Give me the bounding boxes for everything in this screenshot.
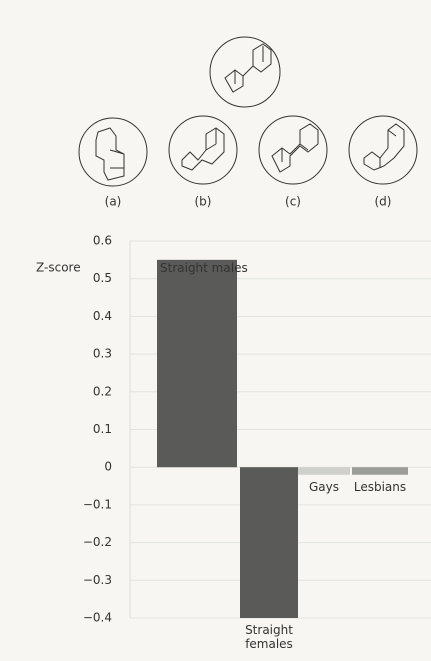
bar — [298, 467, 350, 475]
target-circle — [210, 37, 280, 107]
bar-label: Straight females — [236, 623, 302, 651]
y-tick-label: 0 — [104, 460, 112, 474]
option-label: (d) — [375, 195, 392, 209]
y-tick-label: −0.3 — [83, 573, 112, 587]
cube-shape — [364, 124, 404, 170]
y-tick-label: 0.6 — [93, 234, 112, 248]
y-axis-label: Z-score — [36, 261, 81, 275]
bar-label: Straight males — [160, 261, 248, 275]
y-tick-label: 0.4 — [93, 309, 112, 323]
option-label: (c) — [285, 195, 301, 209]
y-tick-label: 0.2 — [93, 384, 112, 398]
cube-shape — [182, 128, 224, 170]
bar-label: Gays — [294, 480, 354, 494]
option-circle — [79, 118, 147, 186]
option-label: (b) — [195, 195, 212, 209]
y-tick-label: 0.1 — [93, 422, 112, 436]
cube-shape — [96, 128, 124, 180]
figure: Z-score (a) (b) (c) (d) −0.4 −0.3 −0.2 −0.1 0 0.1… — [0, 0, 431, 661]
y-tick-label: 0.3 — [93, 347, 112, 361]
option-label: (a) — [105, 195, 122, 209]
bar — [240, 467, 298, 618]
y-tick-label: −0.1 — [83, 497, 112, 511]
rotation-figures — [79, 37, 417, 186]
page: {"figure": {"labels": ["(a)", "(b)", "(c… — [0, 0, 431, 661]
bar-label: Lesbians — [348, 480, 412, 494]
option-circle — [169, 116, 237, 184]
y-tick-label: 0.5 — [93, 271, 112, 285]
cube-shape — [225, 44, 271, 92]
bar — [352, 467, 408, 475]
y-tick-label: −0.4 — [83, 611, 112, 625]
y-tick-label: −0.2 — [83, 535, 112, 549]
option-circle — [259, 116, 327, 184]
cube-shape — [272, 124, 318, 172]
bar — [157, 260, 237, 467]
option-circle — [349, 116, 417, 184]
